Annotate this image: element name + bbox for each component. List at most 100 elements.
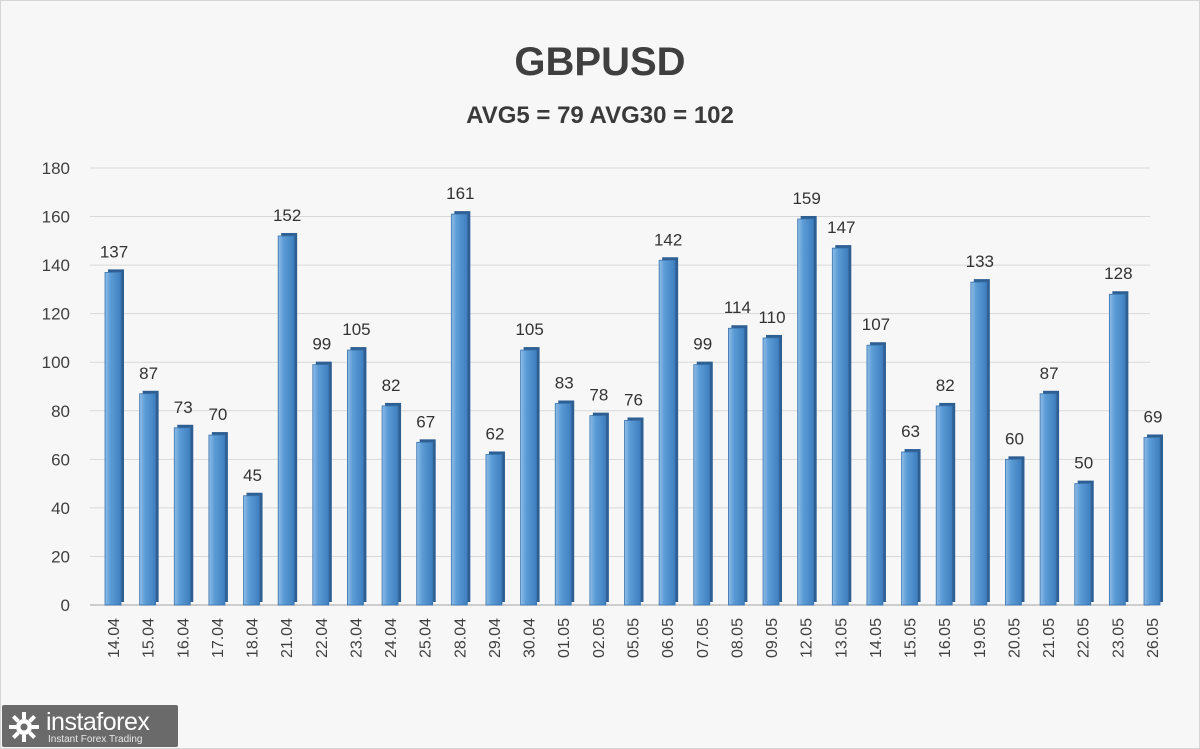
bar <box>520 349 537 606</box>
gear-icon <box>9 712 39 742</box>
data-label: 161 <box>446 184 474 203</box>
data-label: 147 <box>827 218 855 237</box>
bar <box>347 349 364 606</box>
x-tick-label: 22.04 <box>314 618 331 658</box>
x-tick-label: 21.05 <box>1041 618 1058 658</box>
y-tick-label: 80 <box>51 402 70 421</box>
x-tick-label: 15.05 <box>903 618 920 658</box>
data-label: 78 <box>589 386 608 405</box>
x-tick-label: 30.04 <box>522 618 539 658</box>
data-label: 70 <box>208 405 227 424</box>
data-label: 133 <box>966 252 994 271</box>
bar <box>1108 293 1126 606</box>
bar <box>1074 483 1092 606</box>
data-label: 114 <box>724 298 751 317</box>
chart-title: GBPUSD <box>514 40 686 84</box>
data-label: 60 <box>1005 429 1024 448</box>
data-label: 107 <box>862 315 890 334</box>
bar <box>104 271 122 606</box>
y-tick-label: 60 <box>51 450 70 469</box>
x-tick-label: 08.05 <box>729 618 746 658</box>
data-label: 110 <box>758 308 785 327</box>
data-label: 45 <box>243 466 262 485</box>
chart-subtitle: AVG5 = 79 AVG30 = 102 <box>466 102 734 129</box>
x-tick-label: 14.05 <box>868 618 885 658</box>
x-tick-label: 16.04 <box>175 618 192 658</box>
x-tick-label: 20.05 <box>1006 618 1023 658</box>
data-label: 105 <box>515 320 543 339</box>
bar <box>312 364 330 606</box>
data-label: 69 <box>1144 407 1163 426</box>
bar <box>970 281 988 606</box>
bar <box>866 344 884 606</box>
x-tick-label: 21.04 <box>279 618 296 658</box>
x-tick-label: 17.04 <box>210 618 227 658</box>
bar <box>416 441 434 606</box>
data-label: 128 <box>1104 264 1132 283</box>
bar <box>624 420 641 606</box>
bar <box>139 393 157 606</box>
y-tick-label: 120 <box>42 305 70 324</box>
y-tick-label: 160 <box>42 208 70 227</box>
bar <box>381 405 399 606</box>
y-tick-label: 20 <box>51 547 70 566</box>
bar <box>554 403 572 606</box>
data-label: 67 <box>416 412 435 431</box>
data-label: 83 <box>555 373 574 392</box>
bar <box>1039 393 1057 606</box>
logo-tagline: Instant Forex Trading <box>48 734 143 745</box>
x-tick-label: 05.05 <box>626 618 643 658</box>
data-label: 62 <box>486 424 505 443</box>
x-tick-label: 29.04 <box>487 618 504 658</box>
bar <box>797 218 815 606</box>
data-label: 82 <box>382 376 401 395</box>
bar <box>1005 458 1022 606</box>
bar <box>243 495 260 606</box>
bar <box>485 454 503 606</box>
data-label: 87 <box>139 364 158 383</box>
data-label: 76 <box>624 390 643 409</box>
data-label: 137 <box>100 242 128 261</box>
x-tick-label: 15.04 <box>141 618 158 658</box>
data-label: 99 <box>312 335 331 354</box>
x-tick-label: 06.05 <box>660 618 677 658</box>
data-label: 73 <box>174 398 193 417</box>
bar <box>831 247 849 606</box>
instaforex-logo: instaforex Instant Forex Trading <box>2 705 178 747</box>
x-tick-label: 07.05 <box>695 618 712 658</box>
data-label: 99 <box>693 335 712 354</box>
bar <box>935 405 953 606</box>
x-tick-label: 23.05 <box>1110 618 1127 658</box>
x-tick-label: 25.04 <box>418 618 435 658</box>
data-label: 105 <box>342 320 370 339</box>
y-tick-label: 40 <box>51 499 70 518</box>
data-label: 87 <box>1040 364 1059 383</box>
bar <box>728 327 745 606</box>
bar <box>589 415 607 606</box>
x-tick-label: 24.04 <box>383 618 400 658</box>
x-tick-label: 14.04 <box>106 618 123 658</box>
x-tick-label: 18.04 <box>245 618 262 658</box>
bar <box>173 427 191 606</box>
data-label: 152 <box>273 206 301 225</box>
logo-wordmark: instaforex <box>46 708 150 736</box>
bar <box>277 235 295 606</box>
x-tick-label: 28.04 <box>452 618 469 658</box>
data-label: 142 <box>654 230 682 249</box>
y-tick-label: 140 <box>42 256 70 275</box>
y-tick-label: 100 <box>42 353 70 372</box>
x-tick-label: 26.05 <box>1145 618 1162 658</box>
bar <box>1143 437 1161 606</box>
x-tick-label: 12.05 <box>799 618 816 658</box>
x-tick-label: 13.05 <box>833 618 850 658</box>
bar <box>208 434 226 606</box>
y-tick-label: 180 <box>42 159 70 178</box>
bar <box>762 337 780 606</box>
bar <box>450 213 468 606</box>
x-tick-label: 09.05 <box>764 618 781 658</box>
x-tick-label: 01.05 <box>556 618 573 658</box>
data-label: 50 <box>1074 454 1093 473</box>
bar <box>658 259 676 606</box>
data-label: 159 <box>792 189 820 208</box>
